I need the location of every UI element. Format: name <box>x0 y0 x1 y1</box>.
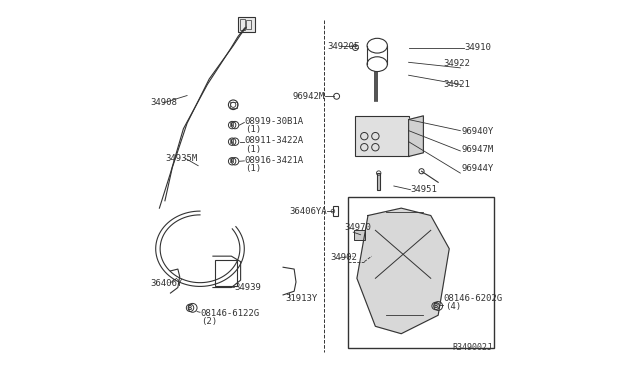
Bar <box>246 20 251 29</box>
Bar <box>215 260 237 286</box>
Text: 08911-3422A: 08911-3422A <box>244 137 303 145</box>
Text: N: N <box>230 139 234 145</box>
Bar <box>333 206 339 215</box>
Text: 34970: 34970 <box>344 223 371 232</box>
Bar <box>239 19 245 30</box>
Bar <box>348 197 493 349</box>
Text: 96947M: 96947M <box>462 145 494 154</box>
Text: 96944Y: 96944Y <box>462 164 494 173</box>
Text: 31913Y: 31913Y <box>285 294 317 303</box>
Text: 08146-6202G: 08146-6202G <box>444 294 503 303</box>
Text: 96942M: 96942M <box>292 92 324 101</box>
Bar <box>355 230 365 240</box>
Text: 34922: 34922 <box>443 58 470 68</box>
Bar <box>355 116 408 157</box>
Text: 96940Y: 96940Y <box>462 127 494 136</box>
Text: 34920E: 34920E <box>328 42 360 51</box>
Polygon shape <box>408 116 424 157</box>
Text: N: N <box>230 122 234 128</box>
Text: (4): (4) <box>445 302 461 311</box>
Bar <box>377 173 380 190</box>
Text: 08916-3421A: 08916-3421A <box>244 155 303 165</box>
Text: (1): (1) <box>245 164 262 173</box>
Text: 34935M: 34935M <box>165 154 197 163</box>
Text: (1): (1) <box>245 125 262 134</box>
Text: 08919-30B1A: 08919-30B1A <box>244 117 303 126</box>
Text: N: N <box>230 158 234 164</box>
Text: 34921: 34921 <box>443 80 470 89</box>
Text: R349002J: R349002J <box>452 343 493 352</box>
Text: 34939: 34939 <box>234 283 261 292</box>
Text: (1): (1) <box>245 145 262 154</box>
Polygon shape <box>357 208 449 334</box>
Bar <box>238 17 255 32</box>
Text: 34951: 34951 <box>410 185 437 194</box>
Text: 36406YA: 36406YA <box>290 206 328 216</box>
Text: 34910: 34910 <box>465 43 492 52</box>
Text: 34902: 34902 <box>330 253 357 263</box>
Bar <box>230 102 237 108</box>
Text: 36406Y: 36406Y <box>150 279 182 288</box>
Text: (2): (2) <box>201 317 217 326</box>
Text: B: B <box>188 305 192 311</box>
Text: 34908: 34908 <box>150 99 177 108</box>
Text: 08146-6122G: 08146-6122G <box>200 309 259 318</box>
Text: B: B <box>433 303 438 309</box>
